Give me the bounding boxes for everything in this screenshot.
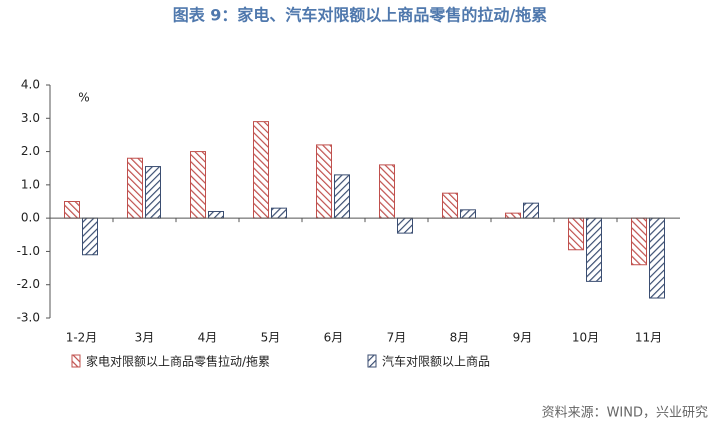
bar — [505, 212, 521, 219]
y-tick-label: 3.0 — [21, 111, 40, 125]
bar — [379, 164, 395, 219]
legend-label: 汽车对限额以上商品 — [382, 354, 490, 369]
x-tick-label: 5月 — [261, 331, 281, 345]
bar — [127, 157, 143, 219]
bar — [460, 209, 476, 219]
y-tick-label: 2.0 — [21, 144, 40, 158]
y-tick-label: -2.0 — [17, 277, 40, 291]
bar — [64, 201, 80, 219]
legend-label: 家电对限额以上商品零售拉动/拖累 — [86, 354, 270, 369]
x-tick-label: 7月 — [387, 331, 407, 345]
bar — [208, 210, 224, 219]
bar — [442, 192, 458, 219]
bar — [253, 121, 269, 219]
x-tick-label: 11月 — [635, 331, 662, 345]
bar — [586, 217, 602, 282]
y-tick-label: 0.0 — [21, 211, 40, 225]
y-tick-label: -1.0 — [17, 244, 40, 258]
bar — [190, 151, 206, 219]
y-tick-label: -3.0 — [17, 311, 40, 325]
source-note: 资料来源：WIND，兴业研究 — [542, 406, 708, 421]
x-tick-label: 8月 — [450, 331, 470, 345]
unit-label: % — [78, 91, 89, 105]
x-tick-label: 10月 — [572, 331, 599, 345]
legend-swatch — [71, 354, 81, 368]
chart-title: 图表 9：家电、汽车对限额以上商品零售的拉动/拖累 — [173, 6, 548, 25]
y-tick-label: 4.0 — [21, 78, 40, 92]
x-tick-label: 3月 — [135, 331, 155, 345]
legend-swatch — [367, 354, 377, 368]
x-tick-label: 6月 — [324, 331, 344, 345]
bar — [334, 174, 350, 219]
bar — [523, 202, 539, 219]
bar — [631, 217, 647, 266]
x-tick-label: 4月 — [198, 331, 218, 345]
bar — [568, 217, 584, 251]
y-tick-label: 1.0 — [21, 177, 40, 191]
bar — [145, 166, 161, 219]
bar — [271, 207, 287, 219]
x-tick-label: 9月 — [513, 331, 533, 345]
bar — [316, 144, 332, 219]
bar — [649, 217, 665, 299]
bar — [397, 217, 413, 234]
bar — [82, 217, 98, 256]
x-tick-label: 1-2月 — [66, 331, 98, 345]
